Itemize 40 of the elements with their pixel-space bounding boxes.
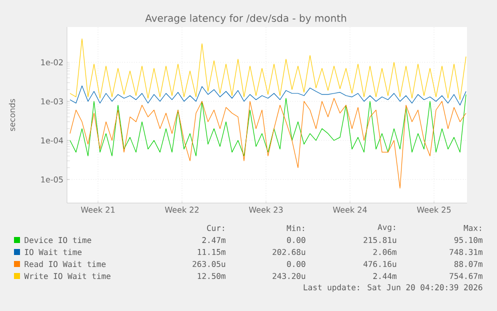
y-tick-label: 1e-04 — [41, 137, 64, 144]
y-axis-title: seconds — [8, 99, 16, 131]
text: 215.81u — [364, 236, 396, 244]
line-series — [70, 98, 466, 188]
text: 12.50m — [198, 272, 226, 280]
text: 202.68u — [272, 248, 306, 256]
text: 0.00 — [287, 260, 306, 268]
text: 11.15m — [198, 249, 226, 255]
legend-label: Read IO Wait time — [24, 260, 106, 268]
y-tick-label: 1e-03 — [41, 98, 63, 104]
x-tick-label: Week 23 — [248, 206, 283, 213]
text: 2.06m — [373, 248, 396, 256]
line-series — [70, 94, 466, 156]
chart-title: Average latency for /dev/sda - by month — [145, 14, 346, 24]
text: 95.10m — [454, 236, 482, 244]
text: Avg: — [378, 224, 395, 232]
text: 2.44m — [373, 273, 396, 279]
text: 2.47m — [202, 237, 226, 243]
text: Cur: — [207, 224, 224, 232]
legend-label: IO Wait time — [24, 248, 82, 256]
text: Max: — [464, 225, 481, 231]
text: 748.31m — [450, 248, 482, 256]
legend-label: Write IO Wait time — [24, 272, 110, 280]
x-tick-label: Week 22 — [164, 206, 199, 213]
y-tick-label: 1e-02 — [41, 59, 63, 66]
line-series — [70, 38, 466, 100]
text: 243.20u — [272, 272, 306, 280]
legend-label: Device IO time — [24, 236, 92, 244]
text: 88.07m — [454, 260, 482, 268]
x-tick-label: Week 24 — [332, 206, 367, 213]
text: 0.00 — [287, 236, 306, 244]
line-series — [70, 86, 466, 106]
x-tick-label: Week 21 — [80, 206, 115, 213]
text: Last update: Sat Jun 20 04:20:39 2026 — [304, 284, 482, 292]
y-tick-label: 1e-05 — [41, 176, 63, 183]
text: Min: — [286, 224, 304, 232]
text: 263.05u — [192, 260, 226, 268]
text: 476.16u — [363, 260, 396, 268]
x-tick-label: Week 25 — [416, 206, 451, 213]
text: 754.67m — [450, 272, 482, 280]
